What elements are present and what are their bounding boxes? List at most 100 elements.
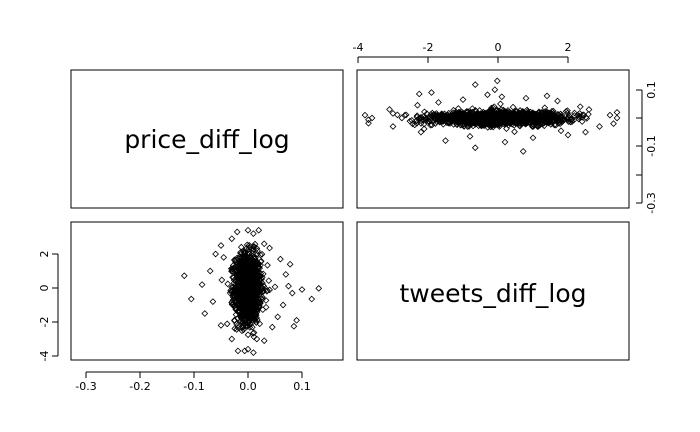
data-point: [365, 119, 372, 127]
data-point: [596, 123, 603, 130]
data-point: [244, 253, 252, 261]
data-point: [217, 322, 225, 329]
data-point: [259, 295, 266, 303]
data-point: [466, 133, 474, 140]
data-point: [509, 113, 517, 120]
data-point: [262, 303, 270, 311]
data-point: [246, 287, 254, 295]
data-point: [247, 277, 255, 284]
data-point: [548, 107, 556, 115]
data-point: [490, 108, 498, 116]
data-point: [253, 250, 261, 258]
data-point: [541, 108, 549, 115]
data-point: [256, 320, 264, 328]
left-axis: 2 0 -2 -4: [38, 251, 59, 361]
data-point: [241, 347, 249, 355]
data-point: [408, 116, 416, 124]
data-point: [247, 289, 255, 297]
data-point: [250, 302, 258, 310]
data-point: [240, 310, 248, 318]
data-point: [446, 120, 454, 127]
data-point: [244, 310, 252, 318]
data-point: [398, 114, 406, 122]
bottom-tick-label: -0.2: [129, 380, 150, 393]
data-point: [244, 318, 252, 325]
data-point: [402, 111, 410, 119]
data-point: [241, 257, 249, 265]
data-point: [239, 324, 247, 331]
data-point: [490, 120, 497, 128]
data-point: [494, 121, 501, 128]
panel-label-tweets: tweets_diff_log: [400, 279, 587, 308]
data-point: [238, 258, 246, 266]
data-point: [242, 252, 250, 260]
data-point: [258, 293, 266, 301]
data-point: [505, 112, 513, 120]
data-point: [471, 144, 479, 152]
data-point: [242, 245, 250, 253]
data-point: [413, 117, 420, 125]
data-point: [244, 284, 252, 292]
data-point: [446, 113, 454, 121]
data-point: [436, 118, 443, 126]
data-point: [255, 286, 263, 294]
data-point: [228, 235, 236, 243]
data-point: [245, 245, 253, 253]
data-point: [552, 112, 560, 120]
data-point: [255, 260, 263, 268]
data-point: [457, 121, 464, 129]
data-point: [386, 106, 393, 113]
bottom-tick-label: -0.1: [183, 380, 204, 393]
data-point: [430, 117, 438, 125]
data-point: [496, 119, 504, 127]
data-point: [522, 94, 530, 102]
data-point: [574, 111, 581, 119]
data-point: [368, 114, 376, 122]
left-tick-label: 2: [38, 251, 51, 258]
data-point: [420, 125, 428, 133]
data-point: [233, 326, 241, 333]
data-point: [493, 77, 501, 85]
data-point: [467, 120, 475, 128]
data-point: [209, 298, 217, 305]
data-point: [461, 114, 469, 122]
data-point: [268, 323, 276, 331]
data-point: [230, 274, 237, 282]
data-point: [266, 286, 273, 294]
data-point: [240, 292, 248, 300]
data-point: [232, 262, 240, 270]
data-point: [187, 295, 195, 303]
data-point: [255, 276, 263, 284]
data-point: [546, 114, 554, 122]
data-point: [460, 120, 468, 128]
data-point: [504, 114, 512, 121]
data-point: [558, 118, 566, 126]
panel-top-right-frame: [356, 69, 630, 209]
data-point: [471, 81, 479, 88]
data-point: [229, 267, 237, 275]
data-point: [250, 333, 258, 341]
scatter-tweets-vs-price: [361, 77, 621, 155]
data-point: [498, 93, 506, 101]
data-point: [271, 283, 279, 291]
data-point: [231, 302, 238, 310]
data-point: [501, 138, 509, 146]
data-point: [575, 114, 583, 121]
data-point: [508, 118, 516, 126]
data-point: [232, 297, 240, 305]
data-point: [428, 89, 435, 96]
data-point: [236, 277, 244, 285]
data-point: [243, 322, 251, 329]
bottom-tick-label: 0.0: [239, 380, 257, 393]
data-point: [554, 97, 561, 105]
data-point: [564, 131, 572, 139]
data-point: [231, 317, 238, 325]
data-point: [285, 282, 292, 290]
data-point: [613, 109, 621, 116]
data-point: [180, 272, 188, 280]
data-point: [401, 111, 409, 119]
data-point: [541, 104, 549, 112]
data-point: [478, 118, 486, 126]
data-point: [571, 109, 578, 117]
